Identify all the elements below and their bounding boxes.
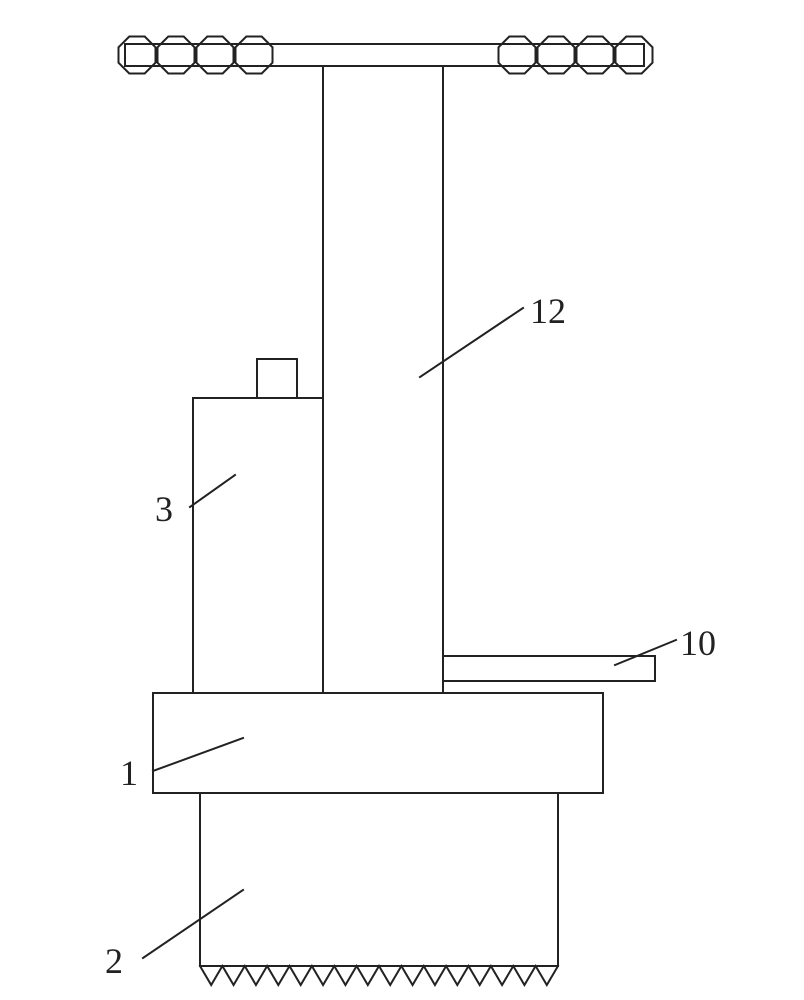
label-3: 3 — [155, 488, 173, 530]
patent-diagram — [0, 0, 804, 1000]
label-2: 2 — [105, 940, 123, 982]
label-10: 10 — [680, 622, 716, 664]
label-1: 1 — [120, 752, 138, 794]
label-12: 12 — [530, 290, 566, 332]
